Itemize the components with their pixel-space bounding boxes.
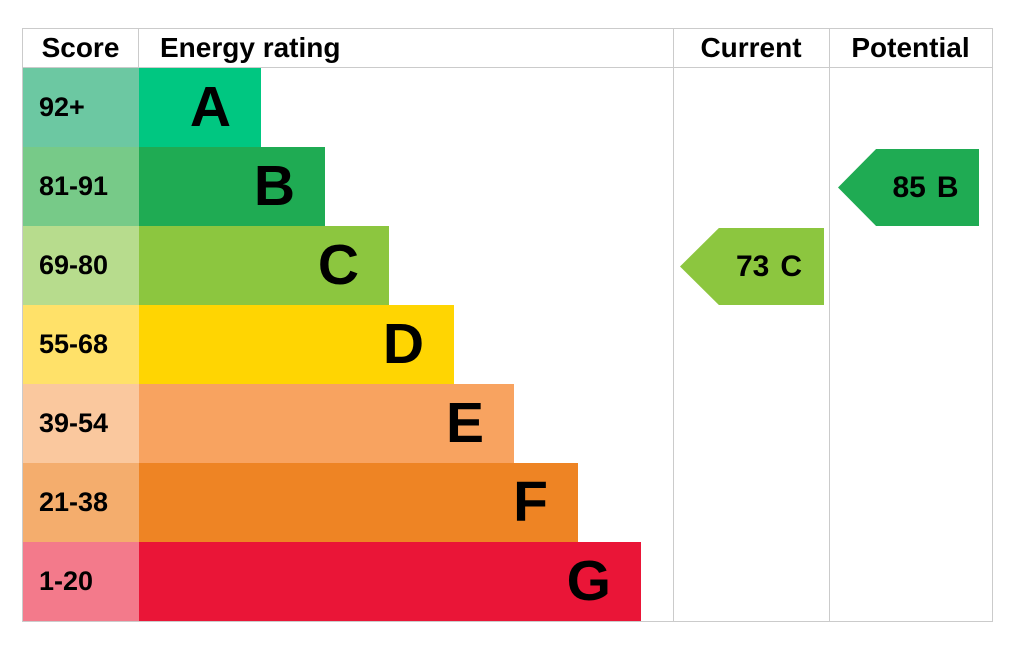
band-row-f: 21-38 F <box>23 463 992 542</box>
column-divider-current <box>673 29 674 621</box>
band-letter: B <box>253 154 295 218</box>
band-letter: C <box>317 233 359 297</box>
band-bar: B <box>139 147 325 226</box>
band-row-d: 55-68 D <box>23 305 992 384</box>
column-header-score: Score <box>23 29 139 67</box>
band-bar: G <box>139 542 641 621</box>
band-score-range: 21-38 <box>23 463 139 542</box>
current-rating-value: 73 <box>735 249 770 283</box>
band-letter: F <box>513 470 548 534</box>
band-row-g: 1-20 G <box>23 542 992 621</box>
band-rows: 92+ A 81-91 B 69-80 C 55-68 D <box>23 68 992 621</box>
potential-rating-value: 85 <box>892 170 926 204</box>
table-header-row: Score Energy rating Current Potential <box>23 29 992 68</box>
band-row-e: 39-54 E <box>23 384 992 463</box>
column-header-current: Current <box>700 32 802 63</box>
band-row-b: 81-91 B <box>23 147 992 226</box>
band-score-range: 69-80 <box>23 226 139 305</box>
band-score-range: 39-54 <box>23 384 139 463</box>
band-row-a: 92+ A <box>23 68 992 147</box>
epc-table: Score Energy rating Current Potential 92… <box>22 28 993 622</box>
band-letter: D <box>382 312 424 376</box>
band-score-range: 92+ <box>23 68 139 147</box>
potential-rating-band-letter: B <box>936 170 959 204</box>
band-letter: G <box>566 549 611 613</box>
band-bar: A <box>139 68 261 147</box>
band-bar: D <box>139 305 454 384</box>
band-bar: E <box>139 384 514 463</box>
current-rating-band-letter: C <box>780 249 803 283</box>
column-header-potential: Potential <box>851 32 970 63</box>
band-letter: E <box>445 391 484 455</box>
band-letter: A <box>189 75 231 139</box>
band-score-range: 1-20 <box>23 542 139 621</box>
band-score-range: 81-91 <box>23 147 139 226</box>
column-header-energy-rating: Energy rating <box>160 32 341 63</box>
band-bar: C <box>139 226 389 305</box>
band-bar: F <box>139 463 578 542</box>
band-row-c: 69-80 C <box>23 226 992 305</box>
column-divider-potential <box>829 29 830 621</box>
band-score-range: 55-68 <box>23 305 139 384</box>
